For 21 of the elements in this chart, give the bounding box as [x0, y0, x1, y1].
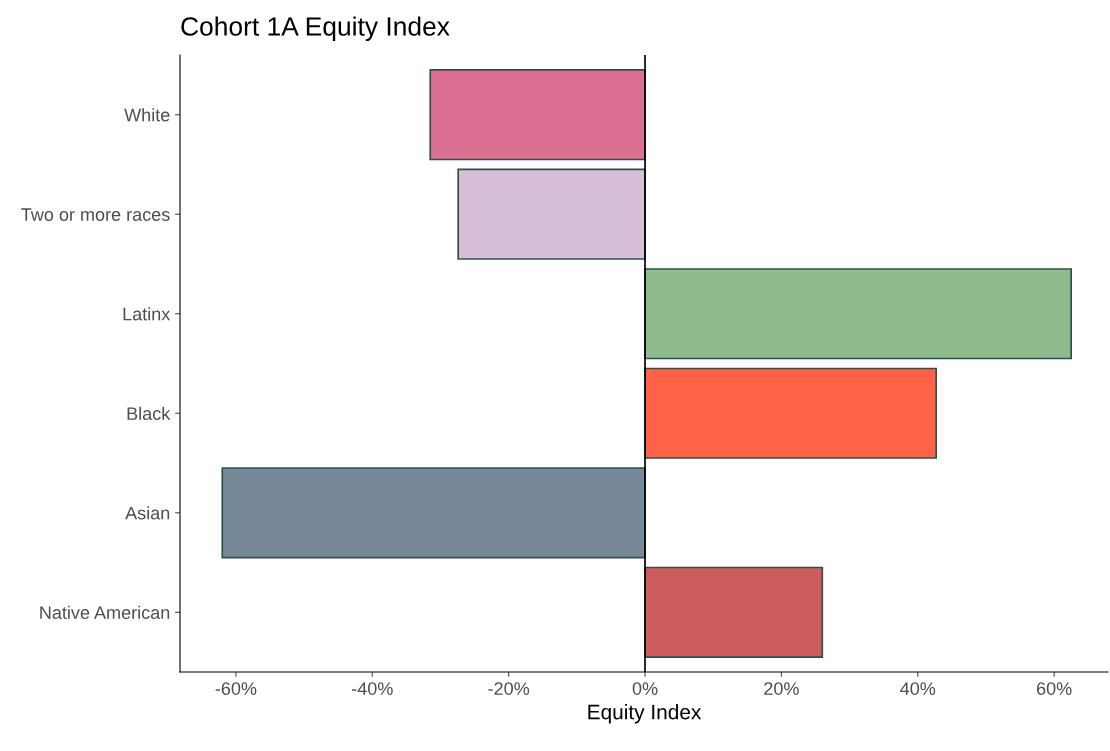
x-tick-label: -40% — [352, 682, 393, 695]
x-tick-label: 0% — [632, 682, 658, 695]
x-tick-label: -60% — [215, 682, 257, 695]
x-tick-label: 60% — [1036, 682, 1072, 695]
y-tick-label: Black — [127, 406, 171, 420]
y-tick-label: Latinx — [123, 307, 171, 321]
bar — [429, 69, 646, 161]
bar — [644, 268, 1073, 360]
bar — [457, 168, 646, 260]
bar — [644, 367, 938, 459]
x-tick-label: -20% — [488, 682, 530, 695]
y-tick-label: White — [124, 108, 170, 122]
bar — [221, 467, 646, 559]
y-tick-label: Two or more races — [21, 208, 170, 221]
x-tick-label: 20% — [764, 682, 799, 695]
y-tick-label: Native American — [40, 605, 170, 620]
chart-title: Cohort 1A Equity Index — [181, 16, 450, 42]
x-axis-title: Equity Index — [588, 704, 702, 724]
bar — [644, 566, 824, 658]
x-tick-label: 40% — [900, 682, 936, 695]
y-tick-label: Asian — [125, 506, 170, 520]
